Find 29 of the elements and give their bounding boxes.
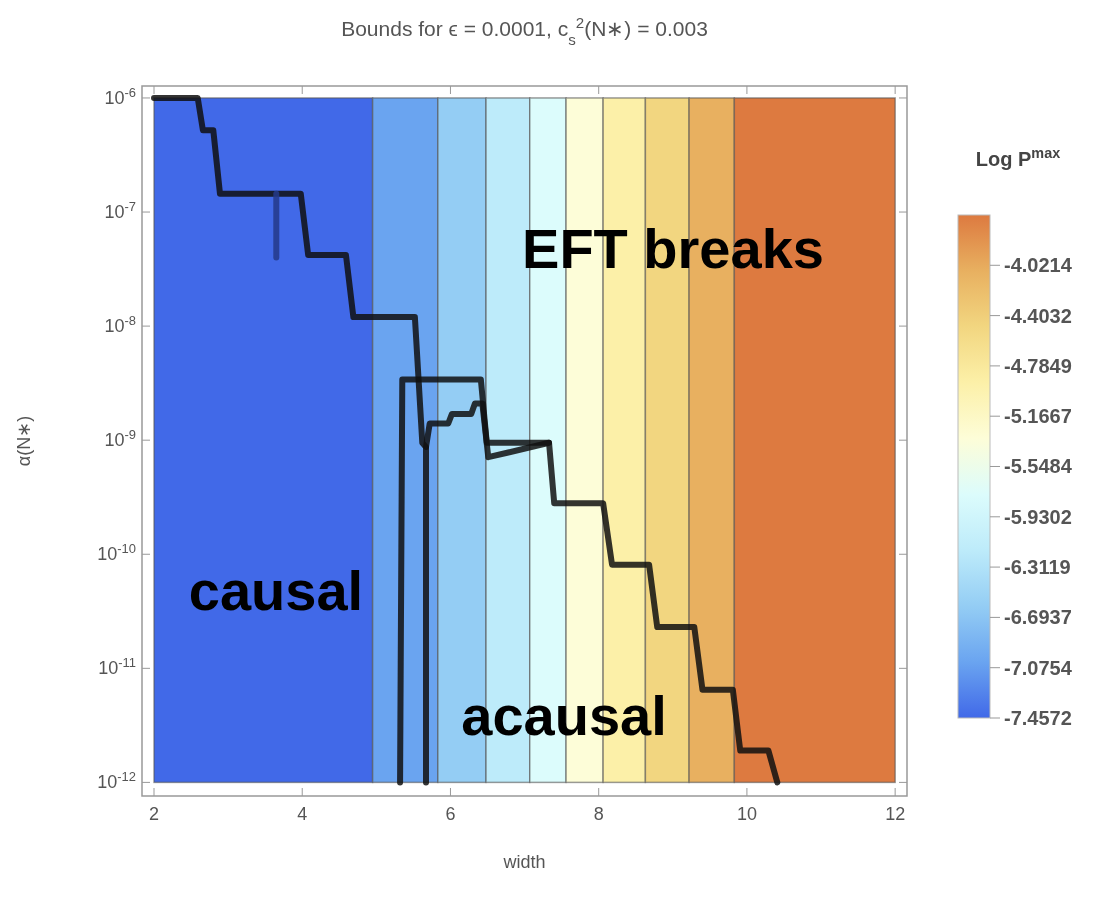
y-tick-label: 10$^{-9}$	[104, 426, 136, 451]
x-tick-label: 6	[445, 804, 456, 824]
color-bar-label: -4.4032	[1004, 304, 1072, 327]
color-bar-label: -5.5484	[1004, 455, 1073, 478]
chart-title: Bounds for ϵ = 0.0001, c$_{s}$$^{2}$(N∗) = 0.003	[341, 13, 708, 48]
x-tick-label: 12	[885, 804, 906, 824]
y-tick-label: 10$^{-10}$	[97, 540, 136, 565]
x-axis-title: width	[502, 852, 546, 872]
annotation: acausal	[461, 683, 667, 747]
color-bar-label: -7.4572	[1004, 707, 1072, 729]
y-tick-label: 10$^{-6}$	[104, 84, 136, 108]
color-bar-label: -5.1667	[1004, 405, 1072, 428]
y-axis-title: α(N∗)	[14, 415, 34, 467]
y-tick-label: 10$^{-12}$	[97, 768, 136, 793]
x-tick-label: 2	[149, 804, 160, 824]
x-tick-label: 10	[736, 804, 757, 824]
color-bar-label: -5.9302	[1004, 505, 1072, 528]
y-tick-label: 10$^{-11}$	[98, 654, 136, 679]
x-tick-label: 8	[593, 804, 604, 824]
color-bar-label: -7.0754	[1004, 656, 1073, 679]
color-bar-label: -4.7849	[1004, 354, 1072, 377]
color-bar-label: -4.0214	[1004, 254, 1073, 277]
annotation: causal	[188, 558, 364, 622]
color-bar-label: -6.6937	[1004, 606, 1072, 629]
x-tick-label: 4	[297, 804, 308, 824]
color-bar-title: Log P$^{max}$	[975, 145, 1061, 170]
color-bar-label: -6.3119	[1004, 556, 1071, 579]
y-tick-label: 10$^{-8}$	[104, 312, 136, 337]
y-tick-label: 10$^{-7}$	[104, 198, 136, 223]
